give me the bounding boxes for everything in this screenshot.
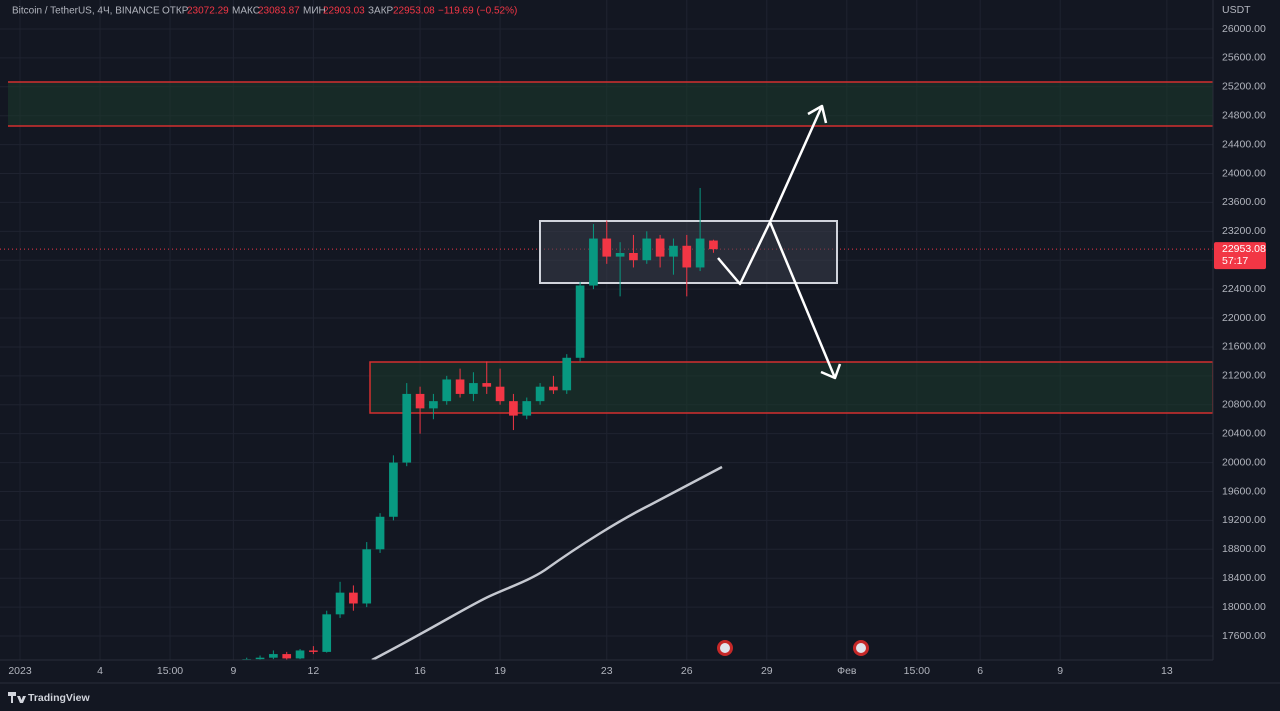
brand-name: TradingView [28,692,90,704]
brand: TradingView [8,692,90,704]
candles [242,187,718,663]
resistance-zone [8,82,1213,126]
x-tick-label: 4 [97,665,103,677]
y-tick-label: 20000.00 [1222,456,1266,468]
candle-body [682,245,692,268]
y-tick-label: 25200.00 [1222,81,1266,93]
price-axis [1213,0,1280,711]
y-tick-label: 20800.00 [1222,399,1266,411]
high-value: 23083.87 [258,6,300,17]
candle-body [522,401,532,416]
close-value: 22953.08 [393,6,435,17]
y-tick-label: 19200.00 [1222,514,1266,526]
x-tick-label: 6 [977,665,983,677]
candle-body [389,462,398,517]
open-label: ОТКР [162,6,189,17]
candle-body [415,393,425,409]
forecast-arrows [717,104,842,380]
y-tick-label: 24000.00 [1222,167,1266,179]
candle-body [482,383,492,387]
candle-body [709,240,718,250]
candle-body [642,238,652,261]
candle-body [549,386,558,391]
candle-body [335,592,345,615]
candle-body [695,238,705,268]
candle-body [629,253,638,261]
legend-header: Bitcoin / TetherUS, 4Ч, BINANCE ОТКР 230… [12,6,517,17]
candle-body [535,386,545,402]
low-value: 22903.03 [323,6,365,17]
candle-body [562,357,572,391]
price-tag [1214,242,1266,270]
change: −119.69 (−0.52%) [438,6,517,17]
candle-body [469,383,478,394]
candle-body [509,401,518,416]
open-value: 23072.29 [187,6,229,17]
candle-body [602,238,612,257]
candle-body [322,614,332,652]
indicator-line [371,465,723,662]
candle-body [429,401,438,409]
candle-body [442,379,452,402]
y-tick-label: 18800.00 [1222,543,1266,555]
close-label: ЗАКР [368,6,394,17]
candle-body [575,285,585,358]
y-tick-label: 18400.00 [1222,572,1266,584]
candle-body [495,386,505,402]
x-tick-label: 29 [761,665,773,677]
x-tick-label: 13 [1161,665,1173,677]
time-axis [0,660,1280,711]
y-tick-label: 24800.00 [1222,109,1266,121]
candle-body [455,379,465,394]
candle-body [362,549,372,604]
y-tick-label: 25600.00 [1222,52,1266,64]
price-tag-value: 22953.08 [1222,243,1266,255]
x-tick-label: 16 [414,665,426,677]
high-label: МАКС [232,6,260,17]
event-icons [717,640,869,656]
symbol: Bitcoin / TetherUS, 4Ч, BINANCE [12,6,160,17]
countdown: 57:17 [1222,255,1248,267]
candle-body [402,393,412,463]
candle-body [282,654,292,659]
candle-body [615,253,625,257]
x-tick-label: 9 [230,665,236,677]
candle-body [655,238,665,257]
x-tick-label: Фев [837,665,857,677]
y-tick-label: 21600.00 [1222,341,1266,353]
candle-body [269,654,278,658]
y-tick-label: 23600.00 [1222,196,1266,208]
x-tick-label: 26 [681,665,693,677]
candle-body [589,238,598,286]
x-tick-label: 12 [308,665,320,677]
x-tick-label: 23 [601,665,613,677]
y-tick-label: 26000.00 [1222,23,1266,35]
axes: 17600.00 18000.00 18400.00 18800.00 19200.00… [8,23,1266,677]
y-tick-label: 21200.00 [1222,370,1266,382]
candle-body [375,516,385,550]
x-tick-label: 15:00 [157,665,183,677]
low-label: МИН [303,6,326,17]
price-unit: USDT [1222,4,1251,16]
y-tick-label: 22400.00 [1222,283,1266,295]
candle-body [309,650,318,652]
y-tick-label: 17600.00 [1222,630,1266,642]
y-tick-label: 22000.00 [1222,312,1266,324]
x-tick-label: 19 [494,665,506,677]
candle-body [669,245,678,257]
x-tick-label: 15:00 [904,665,930,677]
x-tick-label: 2023 [8,665,32,677]
candle-body [295,650,305,659]
y-tick-label: 19600.00 [1222,485,1266,497]
y-tick-label: 20400.00 [1222,427,1266,439]
y-tick-label: 18000.00 [1222,601,1266,613]
x-tick-label: 9 [1057,665,1063,677]
candle-body [255,657,265,660]
y-tick-label: 24400.00 [1222,138,1266,150]
y-tick-label: 23200.00 [1222,225,1266,237]
candle-body [349,592,358,604]
